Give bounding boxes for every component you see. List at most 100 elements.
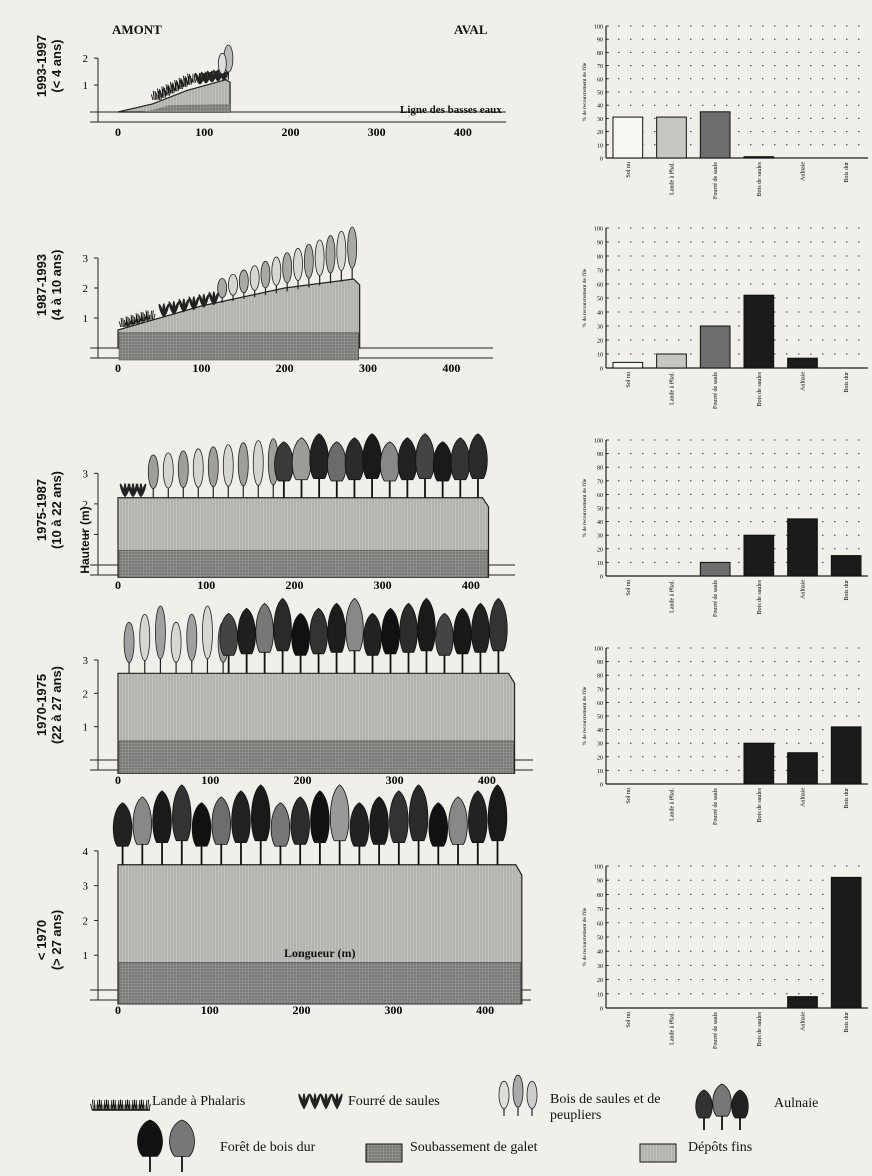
- legend-label-depots: Dépôts fins: [688, 1140, 753, 1155]
- y-tick-label: 70: [597, 269, 603, 275]
- bar-category-label: Sol nu: [626, 788, 632, 804]
- bar-category-label: Sol nu: [626, 372, 632, 388]
- y-tick-label: 10: [597, 769, 603, 775]
- bar: [787, 518, 818, 577]
- y-tick-label: 100: [594, 647, 603, 653]
- bar: [787, 357, 818, 369]
- x-tick-label: 300: [386, 773, 404, 787]
- y-tick-label: 60: [597, 283, 603, 289]
- bar-category-label: Aulnaie: [801, 162, 807, 181]
- y-tick-label: 90: [597, 38, 603, 44]
- y-tick-label: 60: [597, 77, 603, 83]
- y-tick-label: 4: [83, 846, 89, 858]
- y-tick-label: 60: [597, 921, 603, 927]
- bar-category-label: Lande à Phal.: [670, 372, 676, 405]
- x-tick-label: 100: [195, 125, 213, 139]
- bar-category-label: Aulnaie: [801, 1012, 807, 1031]
- bar-chart-5: 0 10 20 30 40 50 60 70 80 90 100 % de recouvrement …: [582, 865, 868, 1049]
- x-tick-label: 400: [476, 1003, 494, 1017]
- y-tick-label: 90: [597, 452, 603, 458]
- legend-icons: [90, 1074, 749, 1172]
- x-tick-label: 400: [442, 361, 460, 375]
- x-tick-label: 100: [192, 361, 210, 375]
- x-tick-label: 300: [374, 578, 392, 592]
- bar-category-label: Fourré de saule: [713, 162, 719, 199]
- bar-category-label: Sol nu: [626, 162, 632, 178]
- legend-label-aulnaie: Aulnaie: [774, 1096, 819, 1111]
- bar-category-label: Lande à Phal.: [670, 580, 676, 613]
- y-tick-label: 1: [83, 313, 89, 325]
- bar-y-axis-label: % de recouvrement de l'île: [582, 62, 588, 121]
- period-label: 1975-1987 (10 à 22 ans): [34, 460, 64, 560]
- period-label: < 1970 (> 27 ans): [34, 890, 64, 990]
- y-tick-label: 0: [600, 1007, 603, 1013]
- bar-category-label: Lande à Phal.: [670, 162, 676, 195]
- x-tick-label: 100: [201, 1003, 219, 1017]
- period-age: (10 à 22 ans): [49, 470, 64, 550]
- vegetation: [119, 433, 488, 498]
- y-tick-label: 80: [597, 893, 603, 899]
- bar: [830, 726, 862, 785]
- bar-category-label: Bois de saules: [757, 787, 763, 822]
- y-tick-label: 80: [597, 51, 603, 57]
- period-label: 1987-1993 (4 à 10 ans): [34, 235, 64, 335]
- y-tick-label: 30: [597, 534, 603, 540]
- y-tick-label: 70: [597, 907, 603, 913]
- period-years: 1970-1975: [34, 673, 49, 737]
- bar-chart-3: 0 10 20 30 40 50 60 70 80 90 100 % de recouvrement …: [582, 439, 868, 617]
- bar-chart-1: 0 10 20 30 40 50 60 70 80 90 100 % de recouvrement …: [582, 25, 868, 199]
- period-age: (22 à 27 ans): [49, 665, 64, 745]
- y-tick-label: 90: [597, 879, 603, 885]
- x-tick-label: 300: [384, 1003, 402, 1017]
- y-tick-label: 80: [597, 255, 603, 261]
- bar: [830, 876, 862, 1009]
- bar-category-label: Bois dur: [844, 580, 850, 601]
- legend-icon-foret: [137, 1119, 195, 1172]
- x-tick-label: 0: [115, 773, 121, 787]
- y-tick-label: 20: [597, 547, 603, 553]
- gravel-base: [118, 962, 522, 1005]
- x-tick-label: 400: [462, 578, 480, 592]
- y-tick-label: 40: [597, 950, 603, 956]
- upstream-label: AMONT: [112, 22, 162, 37]
- y-tick-label: 30: [597, 964, 603, 970]
- bar-category-label: Fourré de saule: [713, 372, 719, 409]
- x-tick-label: 0: [115, 578, 121, 592]
- profile-panel-5: 1 2 3 4 0 100 200 300 400: [83, 784, 531, 1017]
- x-tick-label: 200: [293, 1003, 311, 1017]
- bar-chart-2: 0 10 20 30 40 50 60 70 80 90 100 % de recouvrement …: [582, 227, 868, 409]
- period-years: < 1970: [34, 919, 49, 961]
- y-tick-label: 70: [597, 687, 603, 693]
- x-tick-label: 200: [285, 578, 303, 592]
- bar-category-label: Sol nu: [626, 580, 632, 596]
- y-tick-label: 100: [594, 227, 603, 233]
- bar-category-label: Bois de saules: [757, 579, 763, 614]
- vegetation: [150, 44, 234, 101]
- y-tick-label: 100: [594, 439, 603, 445]
- bar-category-label: Aulnaie: [801, 788, 807, 807]
- vegetation: [123, 597, 508, 674]
- y-tick-label: 40: [597, 728, 603, 734]
- bar-category-label: Aulnaie: [801, 372, 807, 391]
- y-tick-label: 3: [83, 655, 89, 667]
- bar: [830, 555, 862, 577]
- y-tick-label: 1: [83, 722, 89, 734]
- bar-category-label: Bois de saules: [757, 161, 763, 196]
- y-tick-label: 80: [597, 674, 603, 680]
- bar: [743, 156, 775, 159]
- y-tick-label: 50: [597, 936, 603, 942]
- y-tick-label: 90: [597, 241, 603, 247]
- y-tick-label: 3: [83, 468, 89, 480]
- y-tick-label: 0: [600, 575, 603, 581]
- y-tick-label: 3: [83, 253, 89, 265]
- legend-icon-depots: [639, 1143, 677, 1163]
- bar: [699, 561, 731, 577]
- bar-category-label: Lande à Phal.: [670, 788, 676, 821]
- x-tick-label: 200: [281, 125, 299, 139]
- y-tick-label: 40: [597, 311, 603, 317]
- profile-panel-4: 1 2 3 0 100 200 300 400: [83, 597, 533, 787]
- period-label: 1993-1997 (< 4 ans): [34, 16, 64, 116]
- y-tick-label: 100: [594, 25, 603, 31]
- y-tick-label: 2: [83, 53, 89, 65]
